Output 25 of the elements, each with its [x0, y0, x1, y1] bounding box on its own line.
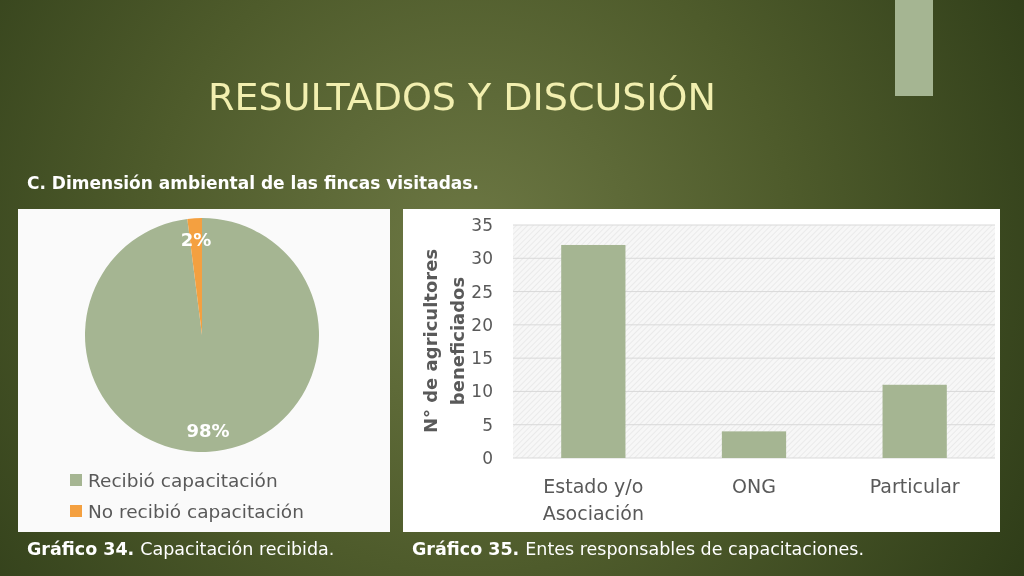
- chart-subtitle: C. Dimensión ambiental de las fincas visitadas.: [27, 173, 479, 193]
- y-tick-label: 15: [471, 348, 493, 369]
- text: RESULTADOS Y DISCUSIÓN: [208, 75, 716, 119]
- y-tick-label: 30: [471, 248, 493, 269]
- y-tick-label: 20: [471, 314, 493, 335]
- text: Gráfico 35.: [412, 539, 520, 559]
- bar: [882, 384, 947, 458]
- legend-label: No recibió capacitación: [88, 500, 304, 522]
- text: Capacitación recibida.: [140, 539, 335, 559]
- pie-slice: [85, 218, 319, 452]
- y-tick-label: 25: [471, 281, 493, 302]
- data-label: 98%: [186, 420, 230, 442]
- text: Entes responsables de capacitaciones.: [525, 539, 864, 559]
- y-tick-label: 5: [482, 414, 493, 435]
- y-tick-label: 10: [471, 381, 493, 402]
- x-tick-label: Particular: [869, 475, 960, 497]
- x-tick-label: ONG: [732, 475, 776, 497]
- y-axis-title: N° de agricultores beneficiados: [419, 248, 468, 434]
- bar: [721, 431, 787, 458]
- legend-label: Recibió capacitación: [88, 469, 278, 491]
- y-tick-label: 0: [482, 448, 493, 468]
- bar: [561, 244, 626, 458]
- x-tick-label: Estado y/o Asociación: [542, 475, 644, 524]
- text: Gráfico 34.: [27, 539, 135, 559]
- y-tick-label: 35: [471, 215, 493, 235]
